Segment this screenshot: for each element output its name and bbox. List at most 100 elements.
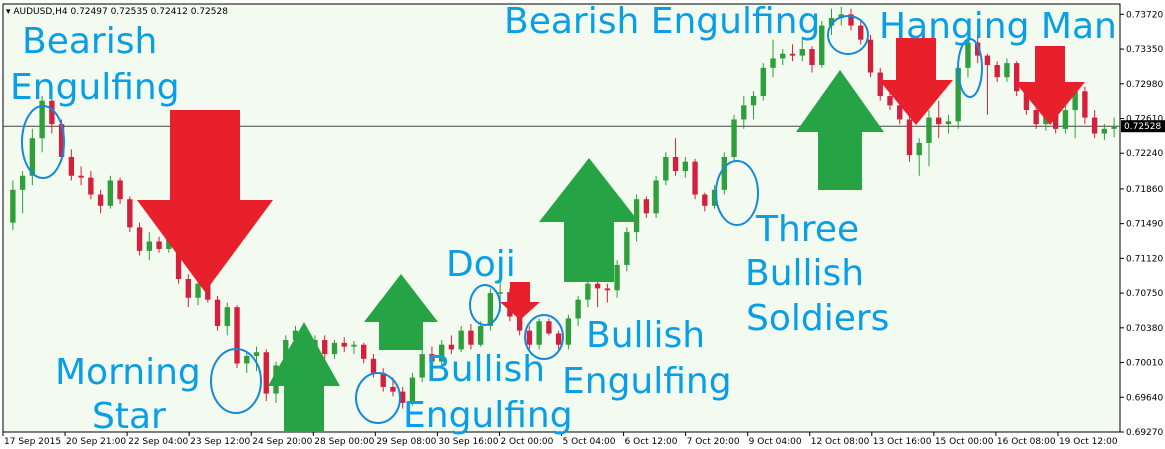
x-tick-label: 24 Sep 20:00	[252, 437, 312, 447]
pattern-circle	[469, 284, 501, 326]
bear-candle	[400, 391, 406, 403]
bear-candle	[205, 283, 211, 300]
y-tick-label: 0.73720	[1126, 10, 1163, 20]
bull-candle	[477, 325, 484, 345]
bear-candle	[448, 344, 455, 350]
bull-candle	[487, 293, 494, 326]
x-tick-label: 7 Oct 20:00	[687, 437, 740, 447]
bull-candle	[409, 377, 416, 403]
bull-candle	[244, 355, 250, 364]
annotation-label: Bullish	[745, 253, 864, 294]
bull-candle	[965, 42, 971, 68]
down-arrow-icon	[500, 282, 540, 320]
bull-candle	[682, 161, 689, 172]
bull-candle	[10, 189, 16, 223]
bear-candle	[361, 344, 367, 359]
bear-candle	[897, 105, 903, 120]
annotation-label: Engulfing	[10, 67, 180, 108]
bear-candle	[117, 180, 123, 200]
bear-candle	[1082, 91, 1088, 118]
bear-candle	[156, 241, 162, 249]
bull-candle	[614, 264, 620, 291]
x-tick-label: 13 Oct 16:00	[873, 437, 932, 447]
down-arrow-icon	[1015, 46, 1085, 125]
bull-candle	[283, 340, 289, 366]
bear-candle	[994, 65, 1000, 78]
annotation-label: Doji	[446, 244, 516, 285]
bear-candle	[516, 316, 523, 331]
bull-candle	[819, 25, 825, 66]
bear-candle	[322, 340, 328, 355]
pattern-circle	[210, 348, 262, 414]
x-tick-label: 5 Oct 04:00	[563, 437, 616, 447]
y-tick-label: 0.70750	[1126, 289, 1163, 299]
bull-candle	[419, 354, 425, 378]
bear-candle	[887, 95, 893, 106]
up-arrow-icon	[796, 70, 884, 190]
bear-candle	[1033, 110, 1039, 125]
annotation-label: Hanging Man	[879, 6, 1117, 47]
up-arrow-icon	[539, 158, 639, 282]
y-tick-label: 0.72610	[1126, 115, 1163, 125]
x-tick-label: 19 Oct 12:00	[1059, 437, 1118, 447]
bear-candle	[936, 117, 942, 125]
bear-candle	[136, 227, 143, 251]
bull-candle	[945, 121, 952, 125]
bull-candle	[1072, 91, 1078, 111]
bear-candle	[1052, 114, 1059, 129]
bull-candle	[195, 283, 201, 298]
pattern-circle	[355, 372, 401, 424]
bull-candle	[916, 142, 922, 156]
bear-candle	[1023, 91, 1030, 111]
bull-candle	[565, 318, 572, 345]
bull-candle	[828, 18, 835, 26]
pattern-circle	[957, 38, 983, 98]
bull-candle	[1101, 128, 1108, 134]
bear-candle	[370, 358, 377, 373]
bear-candle	[234, 307, 240, 364]
annotation-label: Soldiers	[746, 298, 889, 339]
x-tick-label: 17 Sep 2015	[4, 437, 61, 447]
bear-candle	[468, 330, 474, 345]
y-tick-label: 0.70010	[1126, 359, 1163, 369]
bear-candle	[263, 352, 269, 394]
annotation-label: Morning	[55, 352, 201, 393]
bull-candle	[760, 67, 766, 96]
bear-candle	[49, 100, 55, 125]
bear-candle	[594, 283, 601, 289]
bull-candle	[1111, 126, 1117, 129]
bull-candle	[331, 342, 338, 355]
bull-candle	[575, 299, 581, 319]
x-tick-label: 28 Sep 00:00	[314, 437, 374, 447]
down-arrow-icon	[879, 38, 953, 125]
y-tick-label: 0.71120	[1126, 254, 1163, 264]
bear-candle	[127, 199, 133, 228]
bear-candle	[429, 354, 435, 362]
y-tick-label: 0.73350	[1126, 45, 1163, 55]
bear-candle	[984, 55, 991, 66]
down-arrow-icon	[137, 110, 273, 292]
bear-candle	[604, 288, 611, 291]
x-tick-label: 12 Oct 08:00	[811, 437, 870, 447]
bear-candle	[341, 342, 347, 347]
annotation-label: Bullish	[426, 349, 545, 390]
bear-candle	[58, 124, 65, 157]
pattern-circle	[21, 105, 65, 179]
bull-candle	[146, 241, 152, 251]
bull-candle	[536, 321, 542, 345]
current-price-tag	[1121, 120, 1165, 133]
annotation-label: Star	[92, 396, 166, 437]
x-tick-label: 29 Sep 08:00	[376, 437, 436, 447]
bull-candle	[750, 95, 757, 106]
bull-candle	[351, 344, 357, 347]
x-tick-label: 2 Oct 00:00	[500, 437, 553, 447]
bear-candle	[867, 39, 874, 73]
bull-candle	[741, 105, 747, 120]
x-tick-label: 23 Sep 12:00	[190, 437, 250, 447]
bull-candle	[663, 156, 669, 181]
bull-candle	[458, 330, 464, 350]
bull-candle	[799, 49, 805, 56]
bear-candle	[702, 194, 708, 206]
bear-candle	[692, 161, 698, 195]
up-arrow-icon	[364, 274, 438, 350]
